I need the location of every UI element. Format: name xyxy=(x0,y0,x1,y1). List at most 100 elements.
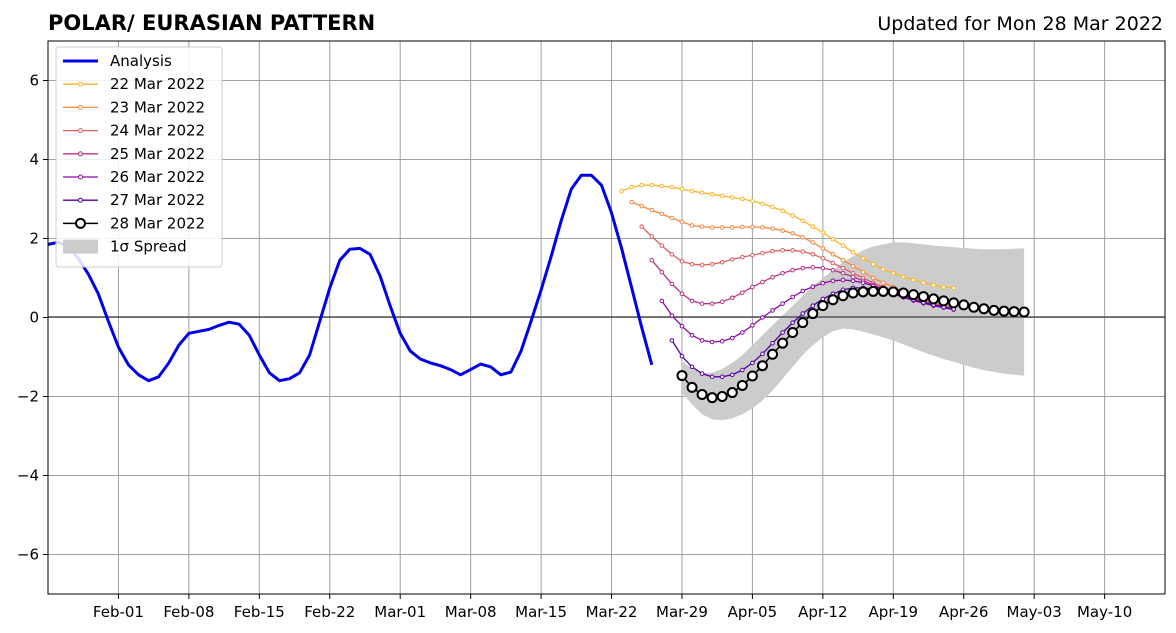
forecast-point xyxy=(770,274,775,280)
forecast-point xyxy=(679,323,685,329)
forecast-point xyxy=(810,284,816,289)
forecast-point xyxy=(649,182,655,188)
forecast-point xyxy=(941,284,946,290)
forecast-point xyxy=(689,223,695,228)
forecast-point xyxy=(800,218,806,224)
forecast-point xyxy=(860,269,866,275)
x-tick-label: Apr-12 xyxy=(798,603,848,621)
forecast-point xyxy=(719,299,725,305)
forecast-point xyxy=(709,301,715,306)
y-tick-label: 4 xyxy=(29,151,39,169)
forecast-point xyxy=(639,203,645,209)
forecast-point xyxy=(740,330,745,335)
forecast-point xyxy=(629,184,634,190)
forecast-point xyxy=(729,295,735,301)
spread-band xyxy=(682,242,1025,421)
legend-item: 22 Mar 2022 xyxy=(63,75,205,93)
legend-marker xyxy=(78,197,83,203)
x-tick-label: Feb-01 xyxy=(93,603,144,621)
forecast-point xyxy=(729,372,735,378)
forecast-point xyxy=(719,259,725,265)
forecast-point xyxy=(877,285,889,297)
legend-item: 28 Mar 2022 xyxy=(63,214,205,232)
forecast-point xyxy=(800,249,806,254)
forecast-point xyxy=(619,188,624,194)
forecast-point xyxy=(847,287,859,299)
forecast-series xyxy=(619,182,1030,404)
forecast-point xyxy=(921,280,926,286)
forecast-point xyxy=(750,252,755,258)
forecast-point xyxy=(1008,306,1020,318)
forecast-point xyxy=(760,201,765,207)
forecast-point xyxy=(860,255,866,261)
legend-item: 23 Mar 2022 xyxy=(63,98,205,116)
forecast-point xyxy=(780,228,785,233)
forecast-point xyxy=(629,199,634,205)
forecast-point xyxy=(669,252,675,257)
forecast-point xyxy=(750,323,755,328)
forecast-point xyxy=(1018,306,1030,318)
forecast-point xyxy=(669,313,675,318)
forecast-point xyxy=(750,284,755,290)
forecast-point xyxy=(709,191,715,197)
forecast-point xyxy=(699,338,705,343)
forecast-point xyxy=(669,338,675,343)
forecast-point xyxy=(679,219,685,225)
forecast-point xyxy=(988,304,1000,316)
forecast-point xyxy=(850,263,856,269)
forecast-point xyxy=(830,260,836,266)
forecast-point xyxy=(689,298,695,304)
forecast-point xyxy=(780,301,785,306)
forecast-point xyxy=(740,254,745,260)
forecast-point xyxy=(810,303,816,308)
x-axis: Feb-01 Feb-08 Feb-15 Feb-22 Mar-01 Mar-08 Mar-… xyxy=(93,594,1132,621)
forecast-point xyxy=(817,300,829,312)
forecast-point xyxy=(770,340,775,346)
forecast-point xyxy=(820,230,826,235)
x-tick-label: Mar-08 xyxy=(445,603,497,621)
forecast-point xyxy=(689,332,695,338)
forecast-point xyxy=(880,267,886,272)
forecast-point xyxy=(870,261,876,267)
forecast-point xyxy=(850,250,856,255)
legend-label: Analysis xyxy=(110,52,172,70)
forecast-point xyxy=(760,315,765,320)
forecast-point xyxy=(729,225,735,230)
forecast-point xyxy=(840,270,846,276)
forecast-point xyxy=(709,374,715,380)
x-tick-label: Apr-26 xyxy=(939,603,989,621)
forecast-point xyxy=(750,198,755,204)
forecast-point xyxy=(649,207,655,213)
legend: Analysis 22 Mar 2022 23 Mar 2022 24 Mar 202… xyxy=(55,46,223,268)
forecast-point xyxy=(790,248,795,253)
forecast-point xyxy=(770,308,775,313)
legend-item: 27 Mar 2022 xyxy=(63,191,205,209)
forecast-point xyxy=(669,281,675,287)
legend-marker xyxy=(78,174,83,180)
forecast-point xyxy=(696,389,708,401)
y-axis: −6 −4 −2 0 2 4 6 xyxy=(17,72,48,564)
y-tick-label: −2 xyxy=(17,388,39,406)
forecast-point xyxy=(740,224,745,230)
forecast-point xyxy=(679,186,685,192)
forecast-7 xyxy=(676,285,1030,404)
forecast-point xyxy=(679,353,685,359)
forecast-point xyxy=(679,291,685,297)
forecast-point xyxy=(857,286,869,298)
forecast-point xyxy=(870,275,876,281)
forecast-point xyxy=(797,317,809,329)
forecast-point xyxy=(750,224,755,230)
analysis-series xyxy=(48,173,654,383)
forecast-point xyxy=(790,267,795,273)
analysis-line xyxy=(48,173,654,383)
forecast-point xyxy=(917,291,929,303)
x-tick-label: Mar-01 xyxy=(374,603,426,621)
forecast-point xyxy=(709,261,715,267)
forecast-point xyxy=(777,337,789,349)
forecast-point xyxy=(810,240,816,245)
forecast-point xyxy=(810,265,816,270)
x-tick-label: May-03 xyxy=(1007,603,1062,621)
forecast-point xyxy=(948,297,960,309)
forecast-point xyxy=(790,320,795,325)
x-tick-label: May-10 xyxy=(1077,603,1132,621)
